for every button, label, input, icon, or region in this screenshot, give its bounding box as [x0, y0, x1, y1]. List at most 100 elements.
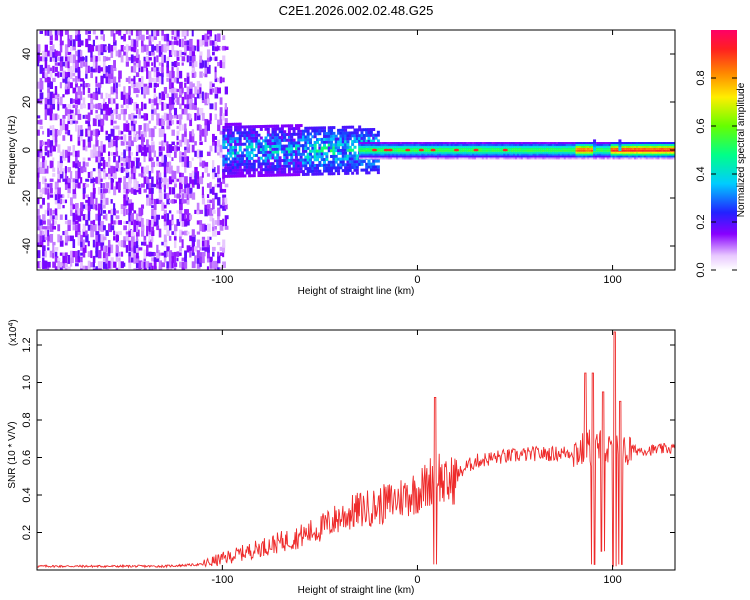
spectrogram-cell: [161, 72, 164, 78]
spectrogram-cell: [283, 144, 287, 148]
spectrogram-cell: [191, 129, 195, 137]
spectrogram-cell: [209, 236, 212, 240]
spectrogram-cell: [264, 147, 268, 151]
spectrogram-cell: [130, 54, 134, 64]
spectrogram-cell: [64, 124, 69, 131]
spectrogram-cell: [128, 135, 132, 141]
spectrogram-cell: [248, 174, 252, 178]
spectrogram-cell: [290, 153, 294, 157]
spectrogram-cell: [667, 157, 670, 160]
spectrogram-cells: [37, 30, 675, 270]
spectrogram-cell: [481, 151, 485, 154]
spectrogram-cell: [219, 107, 223, 117]
spectrogram-cell: [166, 93, 170, 99]
spectrogram-cell: [520, 149, 524, 152]
spectrogram-cell: [645, 149, 649, 152]
spectrogram-cell: [649, 143, 653, 146]
spectrogram-cell: [171, 103, 175, 110]
spectrogram-cell: [191, 65, 196, 73]
spectrogram-cell: [231, 137, 235, 141]
spectrogram-cell: [199, 176, 204, 185]
spectrogram-cell: [82, 157, 86, 161]
spectrogram-cell: [266, 145, 270, 149]
spectrogram-cell: [90, 44, 95, 52]
spectrogram-cell: [222, 35, 226, 41]
spectrogram-cell: [511, 155, 514, 158]
spectrogram-cell: [276, 156, 280, 160]
spectrogram-cell: [569, 145, 573, 148]
spectrogram-cell: [643, 155, 647, 158]
spectrogram-cell: [369, 162, 373, 166]
spectrogram-cell: [77, 256, 81, 263]
spectrogram-cell: [413, 145, 417, 148]
spectrogram-cell: [292, 132, 296, 136]
spectrogram-cell: [620, 149, 623, 152]
spectrogram-cell: [39, 88, 43, 93]
spectrogram-cell: [323, 152, 327, 156]
spectrogram-cell: [608, 155, 612, 158]
spectrogram-cell: [100, 67, 104, 72]
spectrogram-cell: [120, 55, 124, 63]
spectrogram-cell: [671, 149, 674, 152]
spectrogram-cell: [285, 144, 289, 148]
spectrogram-cell: [575, 153, 578, 156]
spectrogram-cell: [392, 153, 395, 156]
spectrogram-cell: [224, 134, 228, 138]
spectrogram-cell: [415, 142, 419, 145]
spectrogram-cell: [380, 155, 383, 158]
spectrogram-cell: [464, 155, 467, 158]
spectrogram-cell: [54, 92, 58, 100]
spectrogram-cell: [102, 64, 107, 74]
spectrogram-cell: [128, 156, 132, 163]
spectrogram-cell: [156, 67, 160, 72]
spectrogram-cell: [306, 138, 310, 142]
spectrogram-cell: [49, 97, 54, 105]
spectrogram-cell: [102, 256, 107, 262]
spectrogram-cell: [495, 143, 499, 146]
spectrogram-cell: [236, 168, 240, 172]
spectrogram-cell: [485, 155, 489, 158]
spectrogram-cell: [493, 149, 497, 152]
spectrogram-cell: [542, 143, 545, 146]
spectrogram-cell: [204, 60, 207, 68]
spectrogram-cell: [100, 183, 103, 189]
spectrogram-cell: [320, 146, 324, 150]
spectrogram-cell: [138, 207, 143, 217]
spectrogram-cell: [173, 50, 178, 57]
spectrogram-cell: [341, 134, 345, 138]
spectrogram-cell: [436, 157, 440, 160]
spectrogram-cell: [269, 162, 273, 166]
spectrogram-cell: [138, 187, 142, 195]
spectrogram-cell: [559, 153, 563, 156]
spectrogram-cell: [306, 129, 310, 133]
spectrogram-cell: [102, 160, 106, 169]
spectrogram-cell: [138, 125, 142, 130]
spectrogram-cell: [561, 155, 565, 158]
spectrogram-cell: [589, 157, 592, 160]
spectrogram-cell: [118, 136, 123, 140]
spectrogram-cell: [148, 265, 151, 270]
spectrogram-cell: [628, 142, 631, 145]
spectrogram-cell: [49, 125, 52, 130]
spectrogram-cell: [280, 130, 284, 134]
spectrogram-cell: [234, 137, 238, 141]
spectrogram-cell: [368, 157, 372, 160]
spectrogram-cell: [606, 149, 610, 152]
spectrogram-cell: [468, 142, 471, 145]
spectrogram-cell: [577, 155, 580, 158]
spectrogram-cell: [44, 229, 48, 238]
spectrogram-cell: [330, 149, 334, 153]
spectrogram-cell: [100, 35, 105, 40]
spectrogram-cell: [214, 113, 218, 120]
spectrogram-cell: [113, 220, 116, 225]
spectrogram-cell: [450, 145, 454, 148]
spectrogram-cell: [105, 182, 110, 189]
spectrogram-cell: [554, 149, 557, 152]
spectrogram-cell: [166, 56, 170, 62]
spectrogram-cell: [557, 145, 561, 148]
spectrogram-cell: [419, 153, 422, 156]
spectrogram-cell: [229, 131, 233, 135]
spectrogram-cell: [95, 109, 98, 114]
spectrogram-cell: [44, 165, 49, 174]
spectrogram-cell: [143, 128, 147, 138]
